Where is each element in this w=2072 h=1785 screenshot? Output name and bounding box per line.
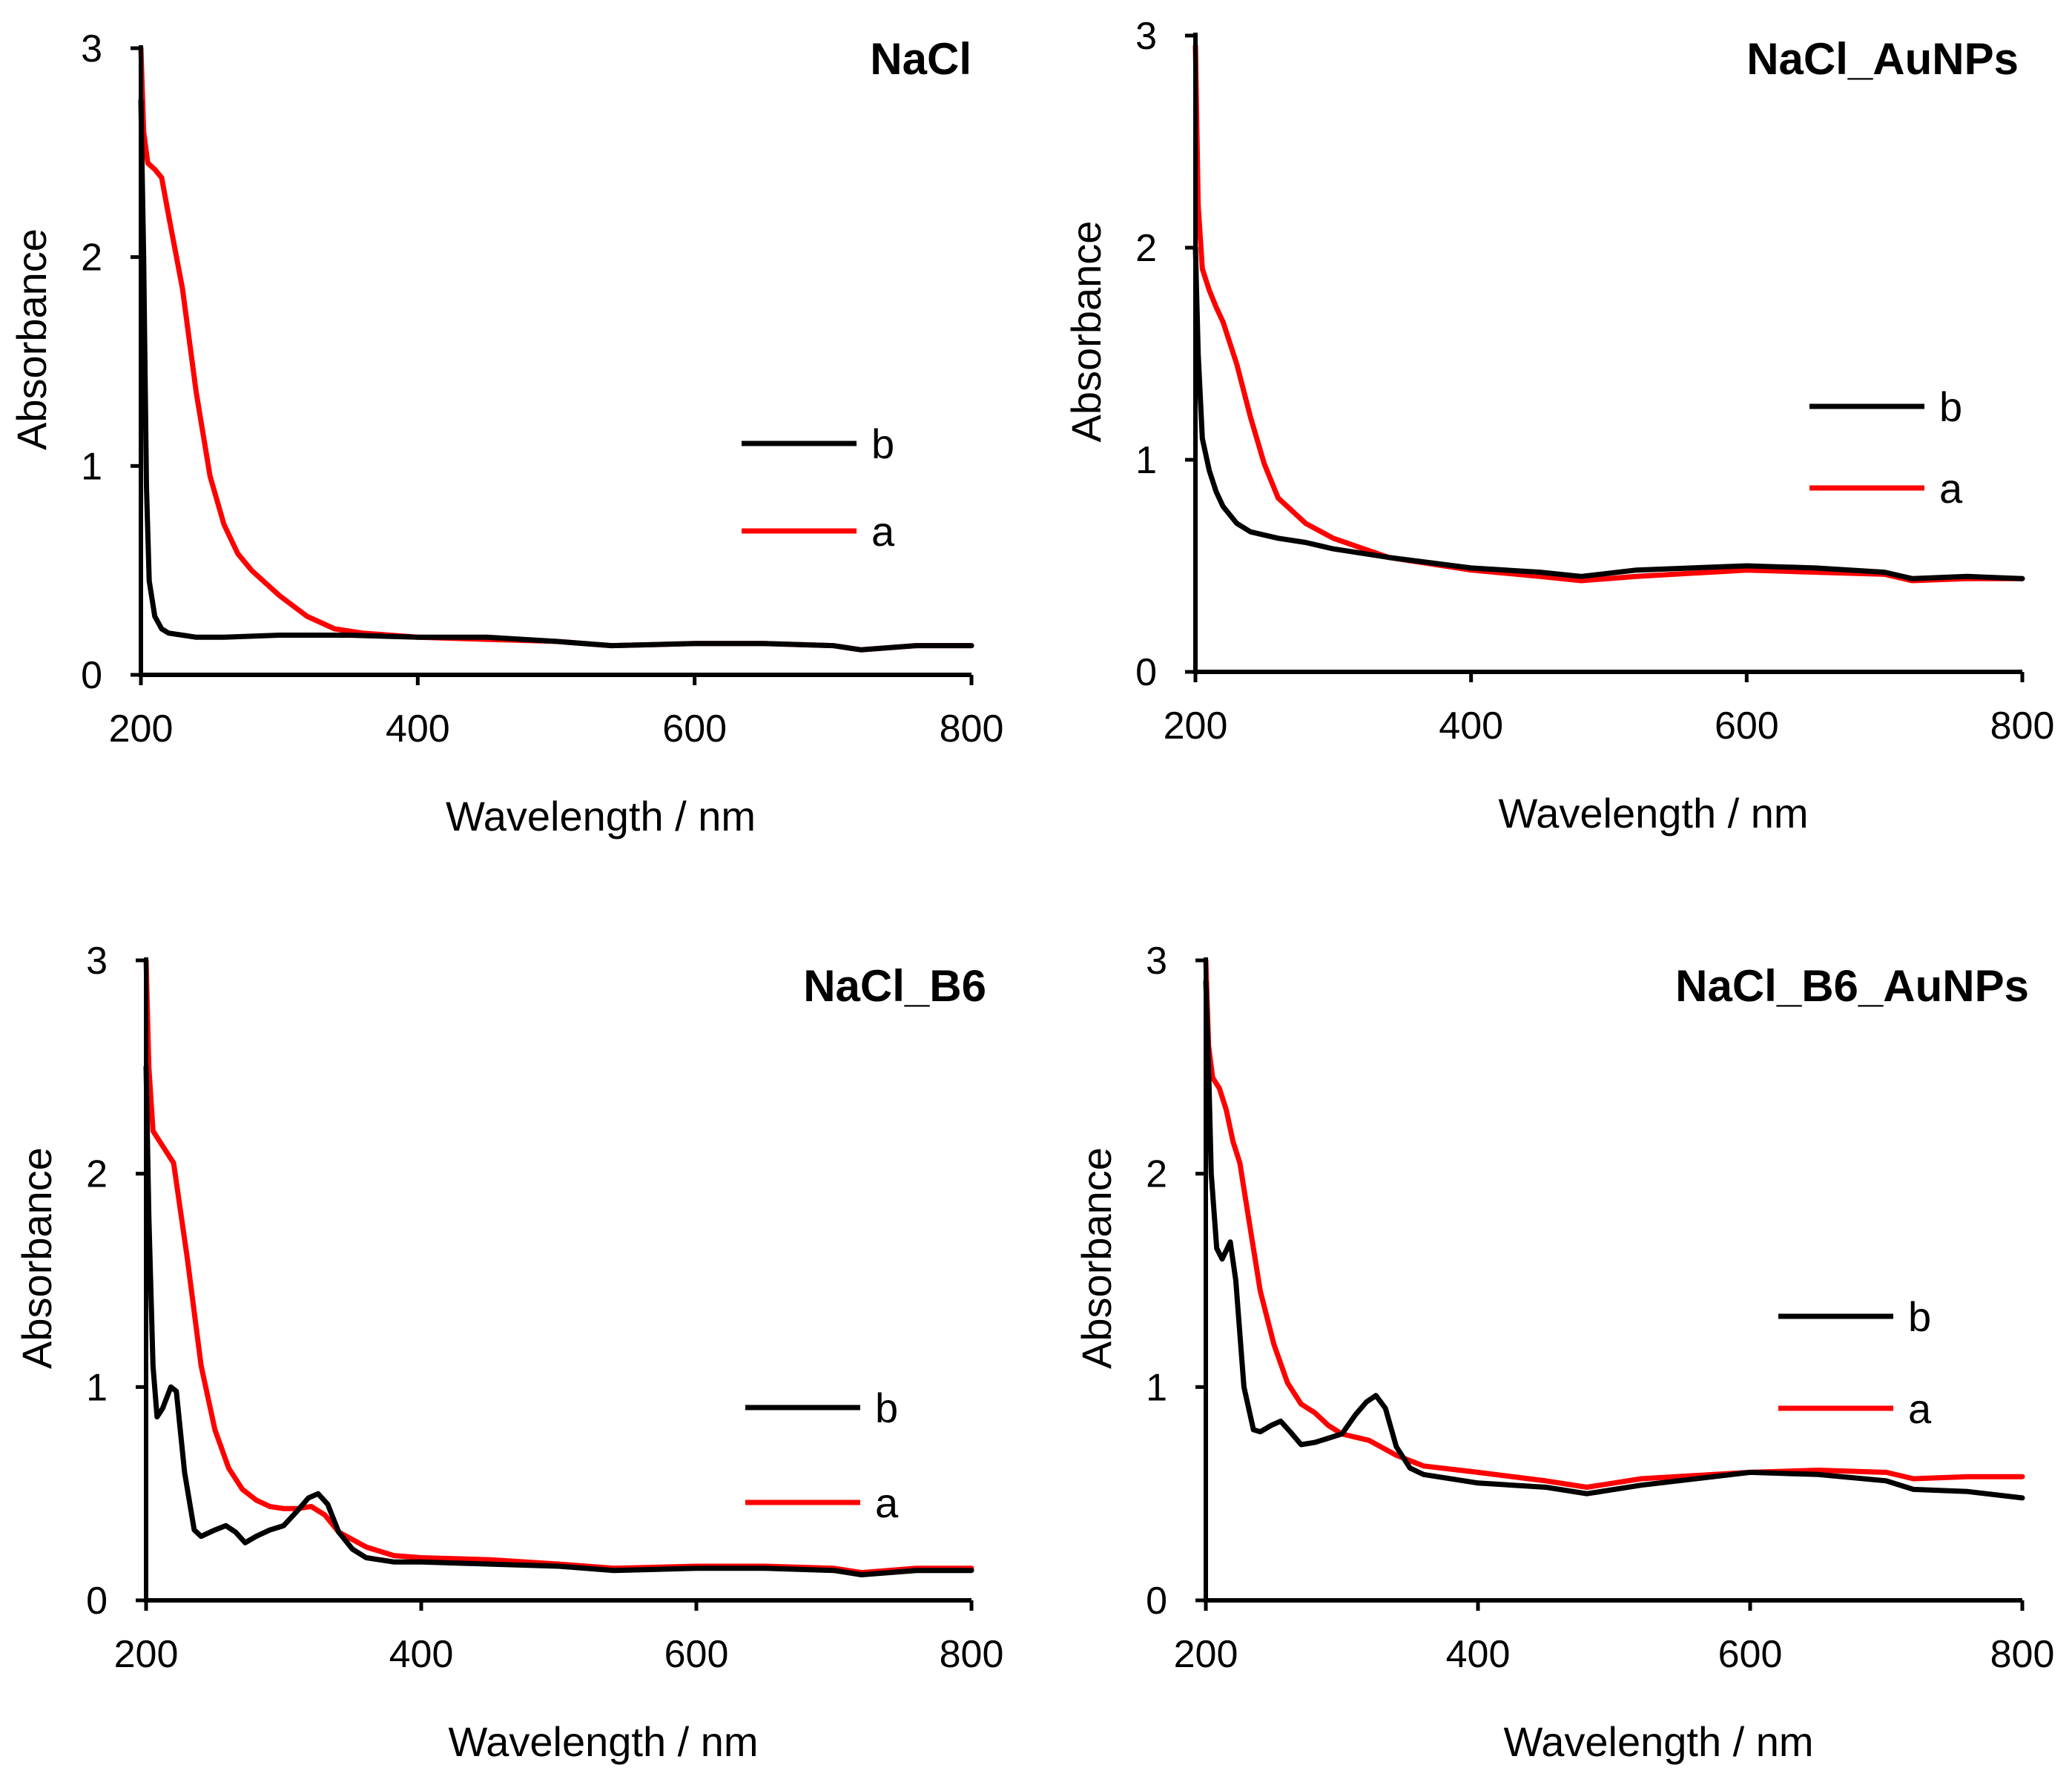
panel-3-x-tick-label: 600 — [664, 1633, 729, 1676]
panel-1-y-tick-label: 3 — [81, 27, 102, 70]
panel-4-y-tick-label: 2 — [1146, 1153, 1167, 1196]
panel-2-x-axis-title: Wavelength / nm — [1498, 790, 1808, 837]
panel-1-title: NaCl — [870, 34, 971, 84]
panel-4-y-tick-label: 0 — [1146, 1580, 1167, 1623]
panel-3-legend-label-b: b — [875, 1385, 898, 1431]
panel-3-x-tick-label: 400 — [389, 1633, 454, 1676]
panel-4-y-tick-label: 1 — [1146, 1366, 1167, 1409]
panel-1-y-tick-label: 2 — [81, 237, 102, 280]
panel-3-y-tick-label: 2 — [86, 1153, 108, 1196]
panel-2-x-tick-label: 200 — [1164, 705, 1228, 748]
panel-4-y-tick-label: 3 — [1146, 940, 1167, 983]
panel-4-y-axis-title: Absorbance — [1073, 1147, 1120, 1369]
panel-1-x-tick-label: 800 — [940, 707, 1004, 750]
panel-3-y-tick-label: 1 — [86, 1366, 108, 1409]
panel-1-x-axis-title: Wavelength / nm — [446, 793, 756, 839]
panel-3: 0 1 2 3 200 400 600 800 Wavelength / nm Absorbanc… — [13, 940, 1003, 1765]
panel-4-legend-label-a: a — [1908, 1385, 1932, 1432]
panel-4-x-tick-label: 800 — [1990, 1633, 2055, 1676]
panel-2-x-tick-label: 800 — [1990, 705, 2055, 748]
panel-1-y-axis-title: Absorbance — [8, 228, 55, 450]
panel-2-x-tick-label: 400 — [1439, 705, 1503, 748]
panel-4-x-tick-label: 600 — [1718, 1633, 1783, 1676]
panel-2-title: NaCl_AuNPs — [1746, 34, 2019, 84]
panel-4-series-b-line — [1203, 979, 2025, 1501]
panel-4-x-axis-title: Wavelength / nm — [1503, 1718, 1813, 1765]
panel-3-title: NaCl_B6 — [803, 961, 986, 1011]
panel-1-x-tick-label: 200 — [109, 707, 174, 750]
panel-4-title: NaCl_B6_AuNPs — [1675, 961, 2029, 1011]
panel-2-series-b-line — [1192, 245, 2025, 581]
panel-3-y-tick-label: 3 — [86, 940, 108, 983]
panel-4: 0 1 2 3 200 400 600 800 Wavelength / nm Absorbanc… — [1073, 940, 2054, 1765]
panel-1-y-tick-label: 1 — [81, 445, 102, 488]
panel-3-y-axis-title: Absorbance — [13, 1147, 60, 1369]
panel-3-legend-label-a: a — [875, 1479, 899, 1526]
panel-1: 0 1 2 3 200 400 600 800 Wavelength / nm Absorbanc… — [8, 27, 1003, 839]
panel-1-x-tick-label: 400 — [386, 707, 450, 750]
panel-4-x-tick-label: 400 — [1446, 1633, 1511, 1676]
panel-3-legend: ba — [745, 1385, 899, 1526]
panel-2-y-tick-label: 1 — [1135, 439, 1157, 482]
panel-2: 0 1 2 3 200 400 600 800 Wavelength / nm Absorbanc… — [1063, 15, 2054, 837]
panel-2-series-a-line — [1192, 43, 2025, 584]
panel-2-legend-label-a: a — [1939, 465, 1963, 512]
panel-2-y-tick-label: 2 — [1135, 227, 1157, 270]
panel-1-x-tick-label: 600 — [662, 707, 727, 750]
panel-3-x-axis-title: Wavelength / nm — [448, 1718, 758, 1765]
panel-1-y-tick-label: 0 — [81, 654, 102, 697]
panel-1-legend: ba — [742, 420, 895, 555]
panel-4-x-tick-label: 200 — [1174, 1633, 1238, 1676]
panel-3-series-b-line — [143, 1064, 974, 1577]
panel-4-legend: ba — [1778, 1293, 1932, 1432]
panel-3-y-tick-label: 0 — [86, 1580, 108, 1623]
panel-2-y-axis-title: Absorbance — [1063, 221, 1109, 443]
panel-2-x-tick-label: 600 — [1715, 705, 1779, 748]
panel-2-y-tick-label: 0 — [1135, 651, 1157, 694]
panel-1-series-b-line — [138, 97, 974, 653]
panel-2-legend: ba — [1809, 383, 1963, 512]
panel-3-x-tick-label: 200 — [114, 1633, 179, 1676]
panel-1-legend-label-b: b — [871, 420, 894, 467]
panel-1-legend-label-a: a — [871, 508, 895, 555]
panel-2-y-tick-label: 3 — [1135, 15, 1157, 58]
panel-3-x-tick-label: 800 — [940, 1633, 1004, 1676]
panel-2-legend-label-b: b — [1939, 383, 1962, 430]
panel-4-legend-label-b: b — [1908, 1293, 1931, 1340]
